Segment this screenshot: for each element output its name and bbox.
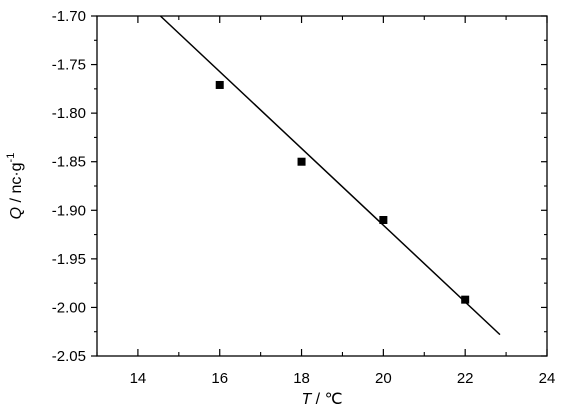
x-tick-label: 22 [457,370,474,387]
y-tick-labels: -1.70 -1.75 -1.80 -1.85 -1.90 -1.95 -2.00 -2.05 [52,8,86,365]
y-tick-label: -1.75 [52,57,86,74]
x-axis-unit: / ℃ [311,391,342,408]
data-points [215,80,470,304]
y-axis-title: Q / nc·g-1 [5,153,25,220]
y-axis-unit: / nc·g [8,162,25,206]
x-tick-labels: 14 16 18 20 22 24 [130,370,556,387]
x-tick-label: 18 [293,370,310,387]
y-tick-label: -2.00 [52,299,86,316]
y-tick-label: -2.05 [52,348,86,365]
data-point [215,80,224,89]
data-point [297,157,306,166]
x-tick-label: 14 [130,370,147,387]
y-tick-label: -1.85 [52,154,86,171]
plot-frame [96,15,548,357]
x-axis-title: T / ℃ [301,391,342,408]
x-tick-label: 20 [375,370,392,387]
x-tick-label: 24 [539,370,556,387]
x-axis-variable: T [301,391,312,408]
axis-ticks [91,15,548,357]
y-tick-label: -1.70 [52,8,86,25]
y-axis-variable: Q [8,207,25,219]
data-point [461,295,470,304]
x-tick-label: 16 [211,370,228,387]
y-axis-exponent: -1 [5,153,17,163]
y-tick-label: -1.95 [52,251,86,268]
y-tick-label: -1.80 [52,105,86,122]
fit-line [159,15,501,336]
data-point [379,216,388,224]
y-tick-label: -1.90 [52,202,86,219]
